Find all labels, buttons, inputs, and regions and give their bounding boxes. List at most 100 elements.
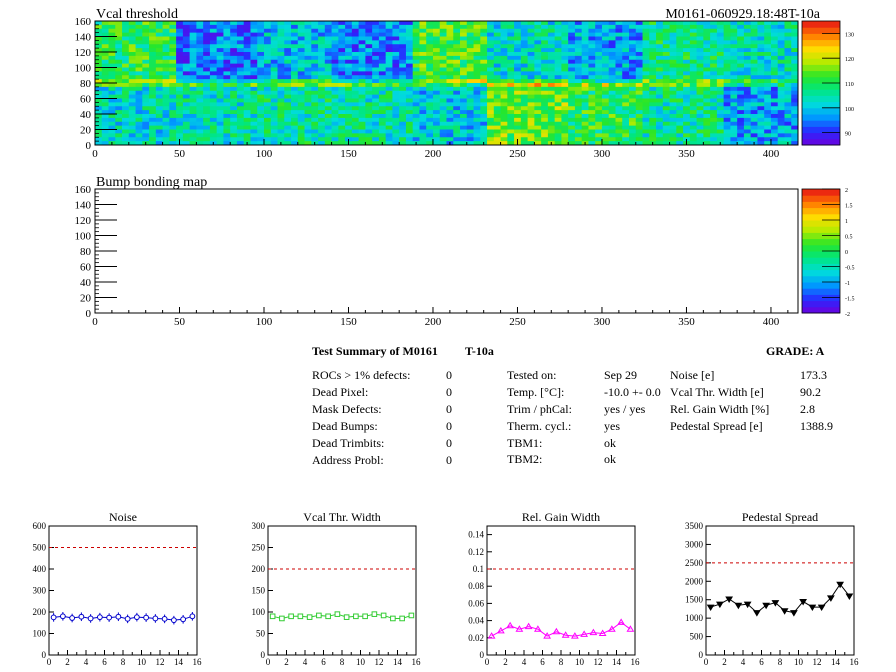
heatmap-cell — [541, 63, 549, 68]
heatmap-cell — [196, 24, 204, 30]
heatmap-cell — [554, 125, 562, 130]
palette-swatch — [802, 213, 840, 221]
palette-swatch — [802, 138, 840, 146]
heatmap-cell — [135, 79, 143, 84]
heatmap-cell — [351, 32, 360, 37]
summary-value: 0 — [446, 419, 452, 433]
heatmap-cell — [338, 98, 346, 103]
heatmap-cell — [176, 129, 184, 134]
heatmap-cell — [568, 114, 576, 119]
heatmap-cell — [128, 133, 136, 138]
heatmap-cell — [595, 52, 603, 57]
heatmap-cell — [527, 52, 535, 57]
heatmap-cell — [358, 21, 366, 26]
summary-label: Mask Defects: — [312, 402, 382, 416]
heatmap-cell — [473, 52, 481, 57]
heatmap-cell — [750, 32, 758, 37]
heatmap-cell — [230, 63, 238, 68]
heatmap-cell — [595, 94, 603, 99]
heatmap-cell — [764, 21, 772, 26]
heatmap-cell — [216, 106, 224, 111]
heatmap-cell — [507, 94, 515, 99]
heatmap-cell — [541, 94, 549, 99]
heatmap-cell — [182, 48, 191, 53]
heatmap-cell — [622, 125, 630, 130]
heatmap-cell — [331, 125, 339, 130]
heatmap-cell — [507, 52, 515, 57]
heatmap-cell — [750, 98, 758, 103]
heatmap-cell — [574, 90, 583, 96]
heatmap-cell — [318, 141, 326, 146]
heatmap-cell — [554, 40, 562, 45]
heatmap-cell — [750, 117, 758, 123]
heatmap-cell — [236, 48, 245, 53]
heatmap-cell — [439, 67, 447, 72]
heatmap-cell — [115, 24, 123, 30]
heatmap-cell — [338, 83, 346, 88]
heatmap-cell — [257, 44, 265, 49]
heatmap-cell — [203, 106, 211, 111]
heatmap-cell — [142, 21, 150, 26]
heatmap-cell — [149, 110, 157, 115]
heatmap-cell — [95, 129, 103, 134]
y-tick-label: 0 — [86, 140, 92, 152]
x-tick-label: 16 — [631, 657, 641, 667]
heatmap-cell — [743, 94, 752, 99]
heatmap-cell — [419, 36, 427, 41]
heatmap-cell — [520, 75, 529, 80]
heatmap-cell — [189, 90, 197, 96]
heatmap-cell — [311, 24, 319, 30]
heatmap-cell — [703, 117, 711, 123]
heatmap-cell — [730, 90, 738, 96]
heatmap-cell — [318, 137, 326, 142]
data-point — [371, 611, 378, 617]
heatmap-cell — [209, 63, 218, 68]
heatmap-cell — [791, 121, 799, 127]
heatmap-cell — [723, 21, 731, 26]
heatmap-cell — [176, 117, 184, 123]
heatmap-cell — [743, 28, 752, 34]
data-point — [133, 614, 140, 621]
heatmap-cell — [115, 32, 123, 37]
heatmap-cell — [399, 117, 407, 123]
heatmap-cell — [426, 129, 434, 134]
heatmap-cell — [95, 63, 103, 68]
heatmap-cell — [182, 86, 191, 92]
heatmap-cell — [351, 98, 360, 103]
heatmap-cell — [338, 36, 346, 41]
heatmap-cell — [392, 75, 400, 80]
heatmap-cell — [487, 44, 495, 49]
heatmap-cell — [439, 137, 447, 142]
heatmap-cell — [304, 86, 312, 92]
heatmap-cell — [480, 90, 488, 96]
heatmap-cell — [642, 106, 650, 111]
heatmap-cell — [277, 86, 285, 92]
y-tick-label: 0.08 — [468, 581, 484, 591]
heatmap-cell — [574, 52, 583, 57]
heatmap-cell — [507, 90, 515, 96]
heatmap-cell — [263, 48, 272, 53]
heatmap-cell — [412, 114, 420, 119]
heatmap-cell — [764, 63, 772, 68]
heatmap-cell — [696, 117, 704, 123]
plot-frame — [705, 525, 855, 656]
heatmap-cell — [480, 125, 488, 130]
plot-title: Vcal Thr. Width — [303, 510, 380, 524]
heatmap-cell — [304, 71, 312, 76]
heatmap-cell — [622, 21, 630, 26]
heatmap-cell — [209, 24, 218, 30]
heatmap-cell — [209, 40, 218, 45]
heatmap-cell — [270, 98, 278, 103]
heatmap-cell — [662, 114, 670, 119]
heatmap-cell — [534, 98, 542, 103]
x-tick-label: 350 — [678, 148, 695, 160]
plot-frame — [486, 525, 636, 656]
heatmap-cell — [439, 21, 447, 26]
heatmap-cell — [716, 110, 725, 115]
heatmap-cell — [608, 21, 616, 26]
heatmap-cell — [358, 86, 366, 92]
heatmap-cell — [561, 98, 569, 103]
heatmap-cell — [250, 121, 258, 127]
heatmap-cell — [291, 83, 299, 88]
heatmap-cell — [777, 24, 785, 30]
